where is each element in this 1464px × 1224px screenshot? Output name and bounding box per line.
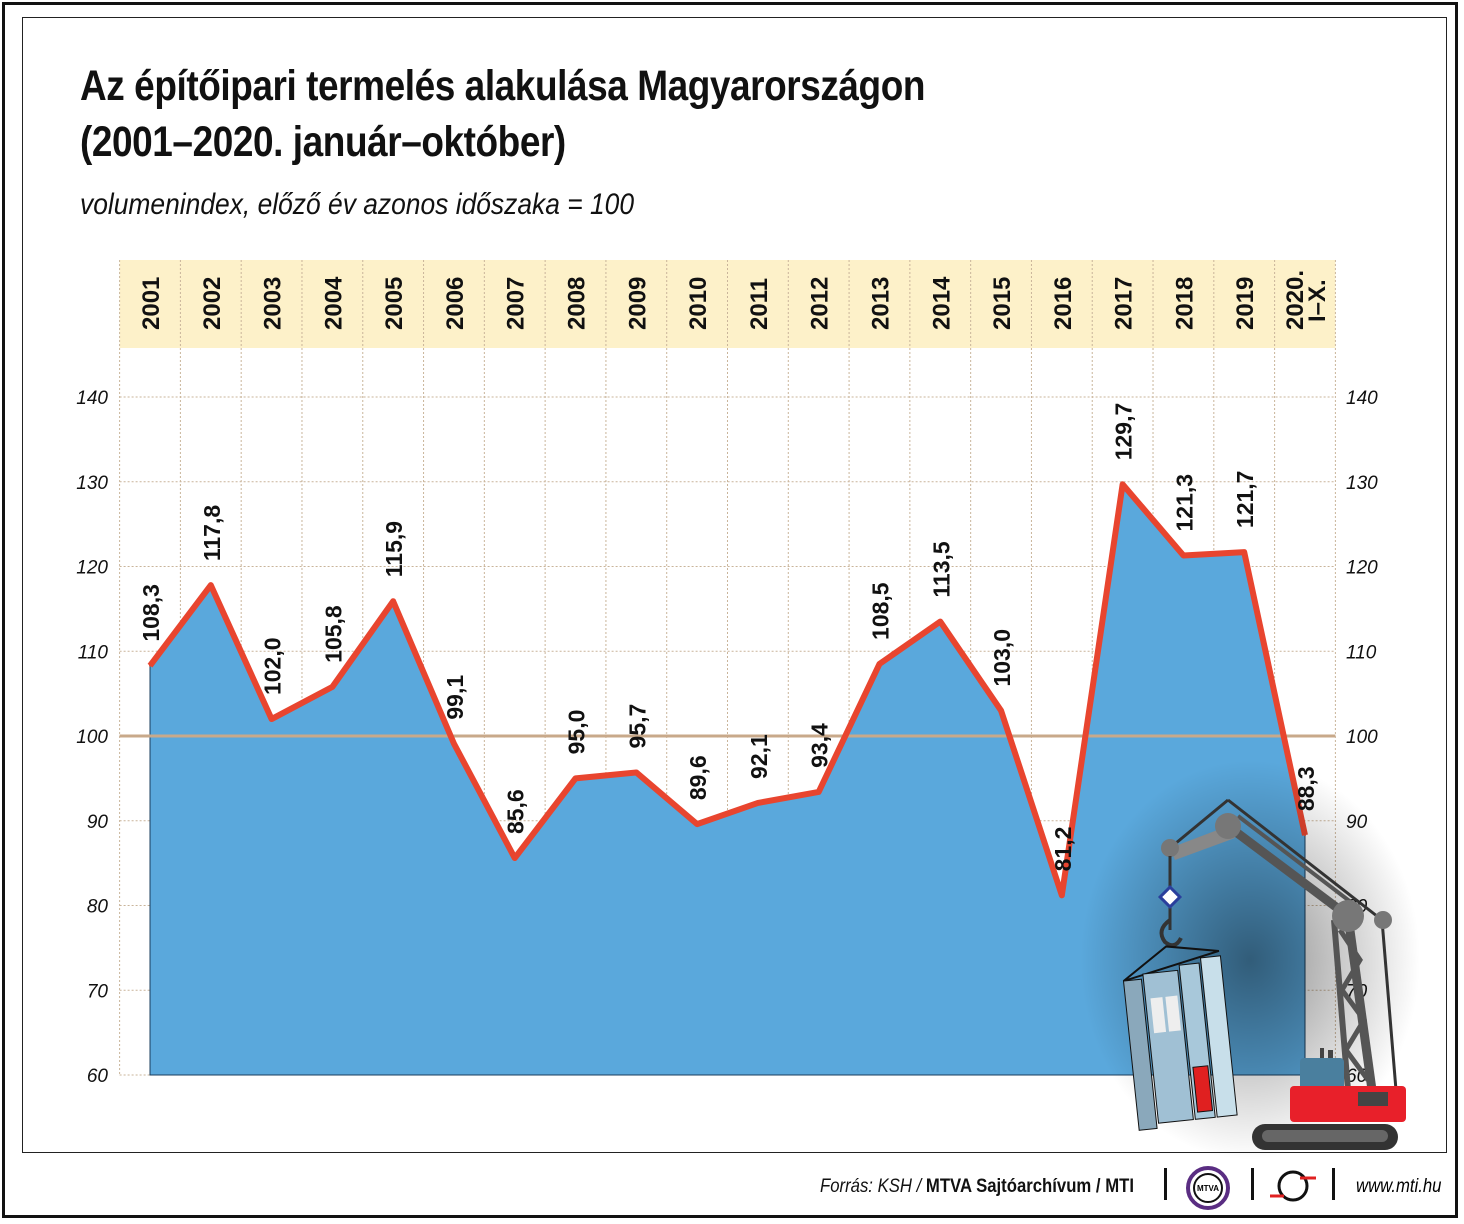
data-point [149, 664, 151, 667]
data-point [1121, 483, 1124, 486]
y-tick-left: 80 [87, 897, 109, 918]
data-point [574, 777, 577, 780]
y-tick-right: 120 [1346, 558, 1378, 579]
y-tick-right: 110 [1346, 642, 1377, 663]
y-tick-left: 120 [76, 558, 108, 579]
year-label: 2013 [867, 277, 894, 330]
logos: MTVA [1164, 1166, 1335, 1210]
data-point [209, 584, 212, 587]
data-point [270, 718, 273, 721]
year-label: 2017 [1111, 277, 1138, 330]
data-label: 95,7 [624, 704, 650, 749]
year-label: 2012 [807, 277, 834, 330]
year-label: 2016 [1050, 277, 1077, 330]
year-label: 2015 [989, 277, 1016, 330]
mti-logo [1277, 1170, 1309, 1202]
data-point [392, 600, 395, 603]
data-label: 115,9 [381, 521, 407, 577]
chart-title-line1: Az építőipari termelés alakulása Magyaro… [80, 62, 926, 110]
crane-illustration [1080, 760, 1420, 1160]
website-url: www.mti.hu [1356, 1176, 1442, 1197]
year-label: 2001 [138, 277, 165, 330]
year-label: 2018 [1171, 277, 1198, 330]
data-label: 95,0 [564, 710, 590, 755]
source-credit: Forrás: KSH / MTVA Sajtóarchívum / MTI [820, 1176, 1134, 1198]
data-label: 103,0 [989, 629, 1015, 687]
year-label: 2020.I–X. [1282, 270, 1331, 330]
data-point [939, 620, 942, 623]
data-label: 89,6 [685, 755, 711, 800]
year-label: 2010 [685, 277, 712, 330]
year-label: 2004 [320, 276, 347, 330]
year-label: 2005 [381, 277, 408, 330]
y-tick-left: 140 [76, 388, 108, 409]
y-tick-left: 110 [78, 642, 109, 663]
source-bold: MTVA Sajtóarchívum / MTI [925, 1176, 1135, 1197]
data-label: 108,5 [867, 582, 893, 640]
data-point [1243, 551, 1246, 554]
data-label: 121,7 [1232, 471, 1258, 529]
divider [1164, 1168, 1167, 1200]
year-label: 2006 [442, 277, 469, 330]
data-label: 92,1 [746, 734, 772, 779]
data-point [756, 801, 759, 804]
year-label: 2019 [1232, 277, 1259, 330]
y-tick-left: 130 [76, 473, 108, 494]
data-label: 99,1 [442, 675, 468, 720]
data-label: 108,3 [138, 584, 164, 642]
svg-text:MTVA: MTVA [1197, 1184, 1219, 1193]
year-label: 2003 [260, 277, 287, 330]
data-point [1000, 709, 1003, 712]
y-tick-right: 130 [1346, 473, 1378, 494]
y-tick-left: 100 [76, 727, 108, 748]
data-point [1060, 894, 1063, 897]
chart-title-line2: (2001–2020. január–október) [80, 118, 566, 166]
y-tick-right: 140 [1346, 388, 1378, 409]
data-label: 102,0 [260, 637, 286, 695]
data-point [635, 771, 638, 774]
data-point [878, 662, 881, 665]
data-point [331, 685, 334, 688]
data-point [1182, 554, 1185, 557]
data-label: 113,5 [928, 541, 954, 597]
data-label: 85,6 [503, 789, 529, 834]
data-label: 121,3 [1171, 474, 1197, 532]
y-tick-left: 60 [87, 1066, 109, 1087]
data-point [817, 790, 820, 793]
data-label: 105,8 [320, 605, 346, 663]
source-prefix: Forrás: KSH / [820, 1176, 926, 1197]
year-label: 2002 [199, 277, 226, 330]
year-label: 2009 [624, 277, 651, 330]
y-tick-left: 70 [87, 981, 109, 1002]
data-point [452, 742, 455, 745]
chart-frame [22, 17, 1447, 1153]
data-label: 129,7 [1111, 403, 1137, 461]
year-label: 2014 [928, 276, 955, 330]
data-point [696, 823, 699, 826]
y-tick-right: 100 [1346, 727, 1378, 748]
data-label: 93,4 [807, 723, 833, 768]
data-point [513, 857, 516, 860]
chart-subtitle: volumenindex, előző év azonos időszaka =… [80, 188, 635, 221]
year-label: 2007 [503, 277, 530, 330]
mtva-logo [1186, 1166, 1230, 1210]
year-label: 2011 [746, 278, 773, 330]
y-tick-left: 90 [87, 812, 109, 833]
year-label: 2008 [564, 277, 591, 330]
series-line [147, 481, 1308, 899]
data-label: 117,8 [199, 505, 225, 561]
data-label: 81,2 [1050, 827, 1076, 872]
